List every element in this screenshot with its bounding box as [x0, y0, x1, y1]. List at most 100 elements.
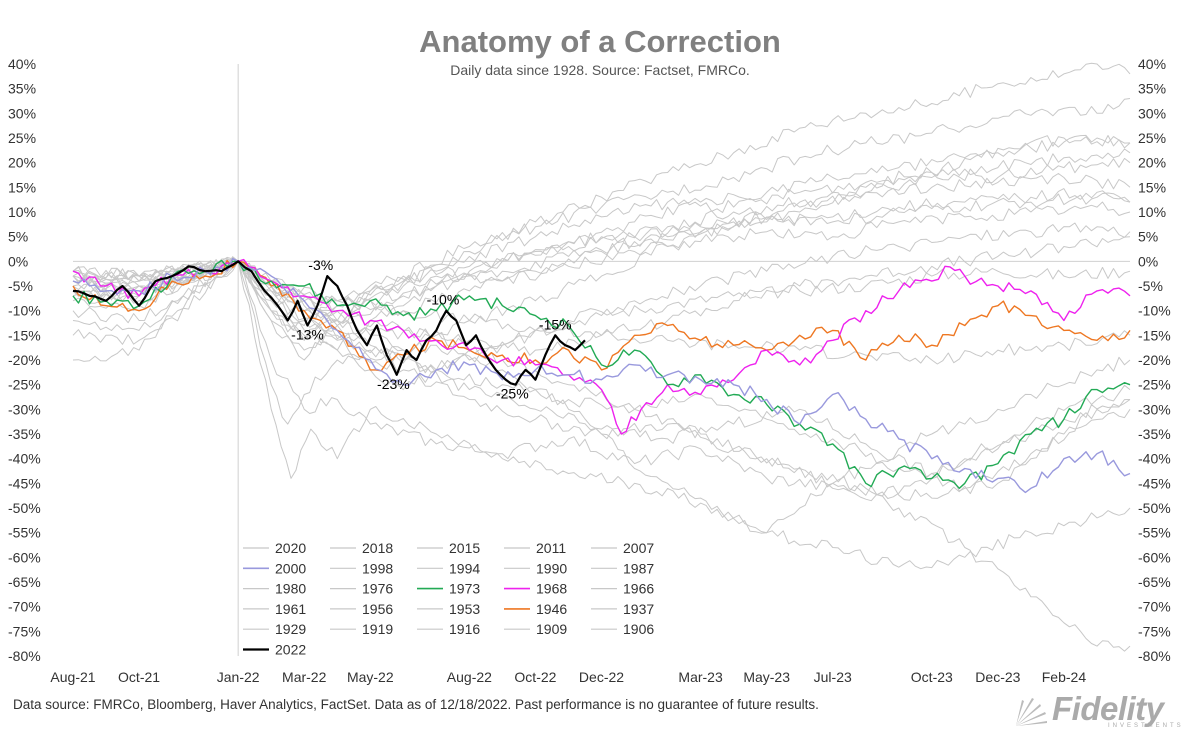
y-tick-label-right: -10%: [1138, 303, 1171, 319]
legend-label-1973: 1973: [449, 581, 480, 597]
chart-title: Anatomy of a Correction: [419, 24, 781, 59]
chart-subtitle: Daily data since 1928. Source: Factset, …: [450, 62, 750, 78]
x-tick-label: Jul-23: [814, 669, 852, 685]
y-tick-label-right: 25%: [1138, 130, 1166, 146]
annotation-label: -25%: [496, 386, 529, 402]
x-tick-label: Dec-22: [579, 669, 624, 685]
y-tick-label-left: -35%: [8, 426, 41, 442]
legend-label-1968: 1968: [536, 581, 567, 597]
legend-label-1956: 1956: [362, 601, 393, 617]
series-line-2000: [72, 257, 1131, 494]
y-tick-label-left: -5%: [8, 278, 33, 294]
y-tick-label-right: -20%: [1138, 352, 1171, 368]
x-tick-label: Oct-22: [514, 669, 556, 685]
y-tick-label-right: -45%: [1138, 475, 1171, 491]
annotation-label: -15%: [539, 316, 572, 332]
y-tick-label-left: 30%: [8, 105, 36, 121]
fidelity-logo: Fidelity INVESTMENTS: [1012, 690, 1192, 730]
legend-label-2018: 2018: [362, 540, 393, 556]
x-tick-label: Aug-21: [50, 669, 95, 685]
y-tick-label-left: -15%: [8, 327, 41, 343]
series-line-1916: [72, 260, 1131, 501]
legend-label-1916: 1916: [449, 621, 480, 637]
legend-label-2022: 2022: [275, 642, 306, 658]
legend-label-1961: 1961: [275, 601, 306, 617]
y-tick-label-left: 10%: [8, 204, 36, 220]
y-tick-label-left: -45%: [8, 475, 41, 491]
annotation-label: -10%: [427, 292, 460, 308]
y-tick-label-right: -30%: [1138, 401, 1171, 417]
x-tick-label: Mar-23: [678, 669, 723, 685]
legend-label-1980: 1980: [275, 581, 306, 597]
y-tick-label-left: 0%: [8, 253, 28, 269]
x-tick-label: May-23: [743, 669, 790, 685]
logo-subtext: INVESTMENTS: [1108, 723, 1184, 729]
x-tick-label: Oct-23: [911, 669, 953, 685]
series-line-1987: [72, 135, 1131, 425]
series-line-2011: [72, 134, 1131, 351]
legend-label-2000: 2000: [275, 560, 306, 576]
y-tick-label-left: -70%: [8, 599, 41, 615]
y-tick-label-left: -75%: [8, 623, 41, 639]
fidelity-fan-icon: [1016, 698, 1047, 726]
series-line-2007: [72, 259, 1131, 534]
logo-wordmark: Fidelity: [1052, 690, 1164, 727]
y-tick-label-right: 5%: [1138, 229, 1158, 245]
y-tick-label-left: -25%: [8, 377, 41, 393]
y-tick-label-left: -60%: [8, 549, 41, 565]
legend-label-1990: 1990: [536, 560, 567, 576]
x-tick-label: Feb-24: [1042, 669, 1087, 685]
legend-label-2015: 2015: [449, 540, 480, 556]
y-tick-label-right: -40%: [1138, 451, 1171, 467]
y-tick-label-right: -25%: [1138, 377, 1171, 393]
legend-label-1919: 1919: [362, 621, 393, 637]
y-tick-label-right: 35%: [1138, 81, 1166, 97]
series-line-2022: [72, 260, 586, 386]
y-tick-label-left: -20%: [8, 352, 41, 368]
y-tick-label-right: 0%: [1138, 253, 1158, 269]
annotation-label: -23%: [377, 376, 410, 392]
series-line-1980: [72, 201, 1131, 341]
y-tick-label-right: 30%: [1138, 105, 1166, 121]
series-line-1909: [72, 260, 1131, 492]
y-tick-label-right: -80%: [1138, 648, 1171, 664]
series-line-1973: [72, 259, 1131, 489]
x-tick-label: Mar-22: [282, 669, 327, 685]
annotation-label: -3%: [308, 257, 333, 273]
y-tick-label-right: -75%: [1138, 623, 1171, 639]
y-tick-label-right: -50%: [1138, 500, 1171, 516]
y-tick-label-right: -5%: [1138, 278, 1163, 294]
y-tick-label-left: -10%: [8, 303, 41, 319]
y-tick-label-left: 35%: [8, 81, 36, 97]
y-tick-label-right: -65%: [1138, 574, 1171, 590]
legend-label-1906: 1906: [623, 621, 654, 637]
y-tick-label-left: 20%: [8, 155, 36, 171]
x-tick-label: Aug-22: [447, 669, 492, 685]
legend-label-2011: 2011: [536, 540, 566, 556]
legend-label-1929: 1929: [275, 621, 306, 637]
legend-label-2007: 2007: [623, 540, 654, 556]
y-tick-label-left: -50%: [8, 500, 41, 516]
legend-label-1998: 1998: [362, 560, 393, 576]
y-tick-label-left: 40%: [8, 56, 36, 72]
legend-label-1953: 1953: [449, 601, 480, 617]
y-tick-label-right: 15%: [1138, 179, 1166, 195]
y-tick-label-right: -55%: [1138, 525, 1171, 541]
x-tick-label: May-22: [347, 669, 394, 685]
y-tick-label-right: 40%: [1138, 56, 1166, 72]
series-line-1906: [72, 260, 1131, 652]
y-tick-label-left: -65%: [8, 574, 41, 590]
y-tick-label-right: 10%: [1138, 204, 1166, 220]
legend-label-2020: 2020: [275, 540, 306, 556]
legend-label-1976: 1976: [362, 581, 393, 597]
legend-label-1909: 1909: [536, 621, 567, 637]
y-tick-label-right: -70%: [1138, 599, 1171, 615]
series-line-1994: [72, 192, 1131, 311]
series-line-1929: [72, 257, 1131, 570]
series-line-1956: [72, 236, 1131, 356]
legend-label-1966: 1966: [623, 581, 654, 597]
series-line-2018: [72, 98, 1131, 326]
y-tick-label-left: -40%: [8, 451, 41, 467]
